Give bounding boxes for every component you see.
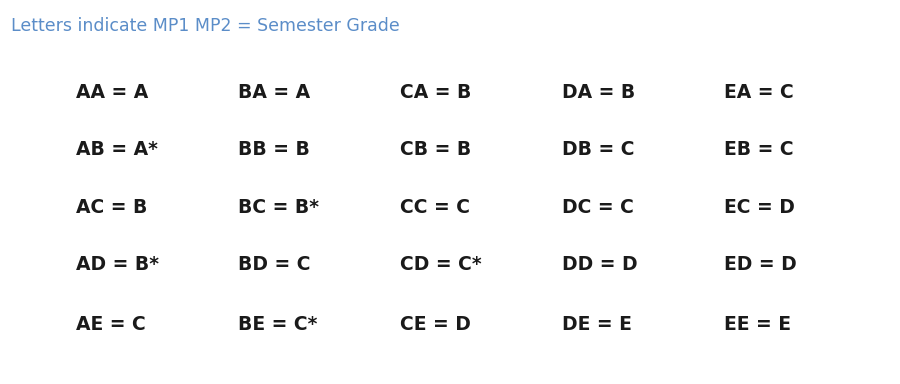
Text: CA = B: CA = B <box>400 83 472 102</box>
Text: BD = C: BD = C <box>238 255 311 275</box>
Text: BB = B: BB = B <box>238 140 310 159</box>
Text: ED = D: ED = D <box>724 255 797 275</box>
Text: DC = C: DC = C <box>562 198 634 217</box>
Text: DD = D: DD = D <box>562 255 638 275</box>
Text: CE = D: CE = D <box>400 315 472 334</box>
Text: EC = D: EC = D <box>724 198 796 217</box>
Text: EA = C: EA = C <box>724 83 794 102</box>
Text: AE = C: AE = C <box>76 315 146 334</box>
Text: Letters indicate MP1 MP2 = Semester Grade: Letters indicate MP1 MP2 = Semester Grad… <box>11 17 400 35</box>
Text: BA = A: BA = A <box>238 83 310 102</box>
Text: AD = B*: AD = B* <box>76 255 159 275</box>
Text: CD = C*: CD = C* <box>400 255 482 275</box>
Text: AA = A: AA = A <box>76 83 148 102</box>
Text: CB = B: CB = B <box>400 140 472 159</box>
Text: CC = C: CC = C <box>400 198 471 217</box>
Text: DE = E: DE = E <box>562 315 633 334</box>
Text: EB = C: EB = C <box>724 140 794 159</box>
Text: BC = B*: BC = B* <box>238 198 320 217</box>
Text: EE = E: EE = E <box>724 315 791 334</box>
Text: AB = A*: AB = A* <box>76 140 158 159</box>
Text: DB = C: DB = C <box>562 140 635 159</box>
Text: BE = C*: BE = C* <box>238 315 318 334</box>
Text: DA = B: DA = B <box>562 83 635 102</box>
Text: AC = B: AC = B <box>76 198 148 217</box>
